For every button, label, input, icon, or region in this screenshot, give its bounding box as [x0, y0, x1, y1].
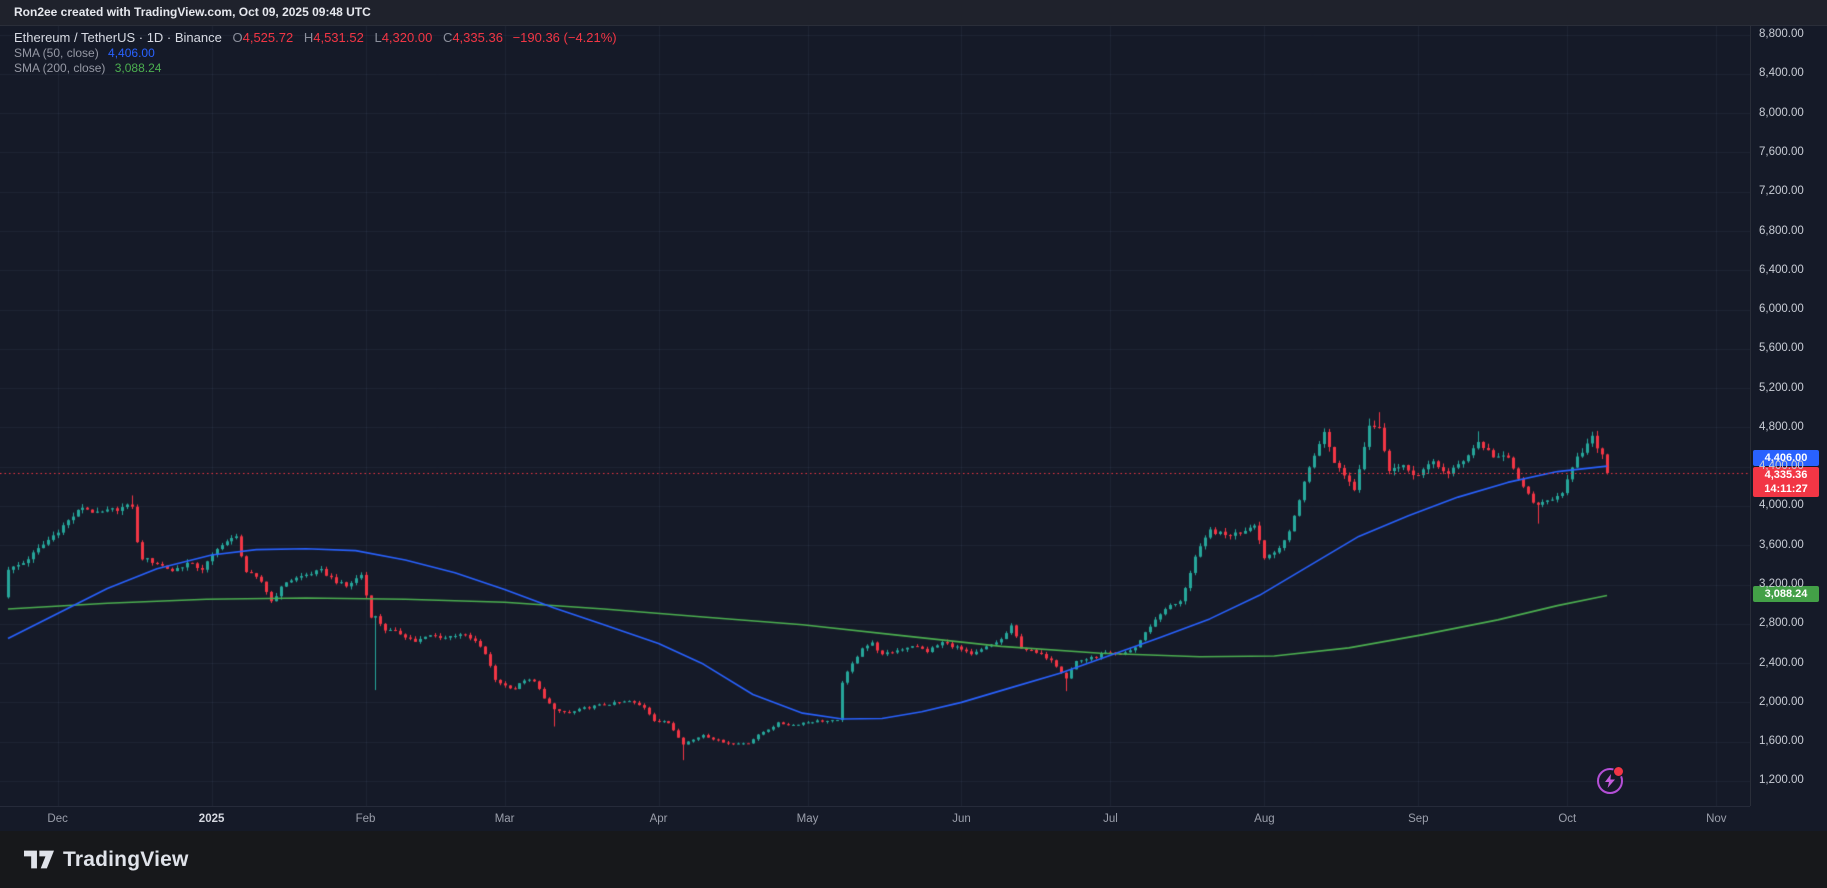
price-axis-label: 7,600.00: [1759, 145, 1804, 158]
sma50-price-badge: 4,406.00: [1753, 450, 1819, 466]
time-axis-label: Aug: [1254, 813, 1275, 825]
time-axis[interactable]: Dec 2025 Feb Mar Apr May Jun Jul Aug Sep Oct Nov: [0, 806, 1750, 831]
low-value: 4,320.00: [381, 30, 433, 45]
time-axis-label: Dec: [47, 813, 68, 825]
price-axis-label: 6,000.00: [1759, 303, 1804, 316]
legend-symbol-row[interactable]: Ethereum / TetherUS · 1D · Binance O4,52…: [14, 31, 617, 45]
open-label: O: [232, 30, 243, 45]
bar-close-countdown: 14:11:27: [1764, 483, 1808, 495]
time-axis-label: Jul: [1103, 813, 1118, 825]
time-axis-label: May: [796, 813, 819, 825]
price-axis-label: 8,000.00: [1759, 106, 1804, 119]
time-axis-label: Jun: [952, 813, 971, 825]
price-axis-label: 2,800.00: [1759, 617, 1804, 630]
price-axis-label: 1,200.00: [1759, 774, 1804, 787]
high-label: H: [303, 30, 314, 45]
time-axis-label: Mar: [494, 813, 515, 825]
sma200-price-badge: 3,088.24: [1753, 586, 1819, 602]
last-price-value: 4,335.36: [1764, 469, 1808, 481]
sma50-value: 4,406.00: [108, 46, 155, 60]
open-value: 4,525.72: [242, 30, 294, 45]
legend-sma200-row[interactable]: SMA (200, close) 3,088.24: [14, 61, 617, 75]
tradingview-logo-text: TradingView: [63, 847, 189, 871]
footer-bar: TradingView: [0, 831, 1827, 888]
tradingview-logo[interactable]: TradingView: [24, 848, 189, 872]
chart-legend: Ethereum / TetherUS · 1D · Binance O4,52…: [14, 31, 617, 76]
price-axis-label: 2,400.00: [1759, 656, 1804, 669]
price-axis-label: 2,000.00: [1759, 695, 1804, 708]
time-axis-label: Nov: [1706, 813, 1727, 825]
events-flash-button[interactable]: [1597, 766, 1624, 794]
sma200-value: 3,088.24: [114, 61, 162, 75]
price-axis-label: 6,400.00: [1759, 263, 1804, 276]
high-value: 4,531.52: [313, 30, 364, 45]
time-axis-label: Sep: [1408, 813, 1429, 825]
tradingview-mark-icon: [24, 850, 54, 869]
price-axis-label: 3,600.00: [1759, 538, 1804, 551]
price-axis[interactable]: 4,406.00 4,335.36 14:11:27 3,088.24 8,80…: [1750, 26, 1827, 806]
close-value: 4,335.36: [452, 30, 503, 45]
price-axis-label: 4,000.00: [1759, 499, 1804, 512]
watermark-text: Ron2ee created with TradingView.com, Oct…: [14, 5, 371, 19]
time-axis-label: Apr: [649, 813, 668, 825]
time-axis-label: Feb: [355, 813, 376, 825]
time-axis-label: 2025: [198, 813, 225, 825]
sma200-label: SMA (200, close): [14, 61, 106, 75]
close-label: C: [442, 30, 453, 45]
price-axis-label: 3,200.00: [1759, 578, 1804, 591]
price-axis-label: 4,800.00: [1759, 420, 1804, 433]
lightning-bolt-icon: [1605, 774, 1615, 788]
price-axis-label: 7,200.00: [1759, 185, 1804, 198]
legend-sma50-row[interactable]: SMA (50, close) 4,406.00: [14, 46, 617, 60]
watermark-bar: Ron2ee created with TradingView.com, Oct…: [0, 0, 1827, 26]
time-axis-label: Oct: [1558, 813, 1577, 825]
last-price-badge: 4,335.36 14:11:27: [1753, 467, 1819, 497]
price-axis-label: 6,800.00: [1759, 224, 1804, 237]
low-label: L: [374, 30, 382, 45]
price-axis-label: 5,600.00: [1759, 342, 1804, 355]
price-axis-label: 8,800.00: [1759, 28, 1804, 41]
price-axis-label: 1,600.00: [1759, 735, 1804, 748]
sma50-label: SMA (50, close): [14, 46, 99, 60]
price-axis-label: 5,200.00: [1759, 381, 1804, 394]
price-chart-canvas[interactable]: [0, 26, 1750, 806]
notification-dot: [1613, 766, 1624, 777]
change-value: −190.36 (−4.21%): [512, 30, 617, 45]
symbol-title: Ethereum / TetherUS · 1D · Binance: [14, 30, 222, 45]
price-axis-label: 8,400.00: [1759, 67, 1804, 80]
price-axis-label: 4,400.00: [1759, 460, 1804, 473]
